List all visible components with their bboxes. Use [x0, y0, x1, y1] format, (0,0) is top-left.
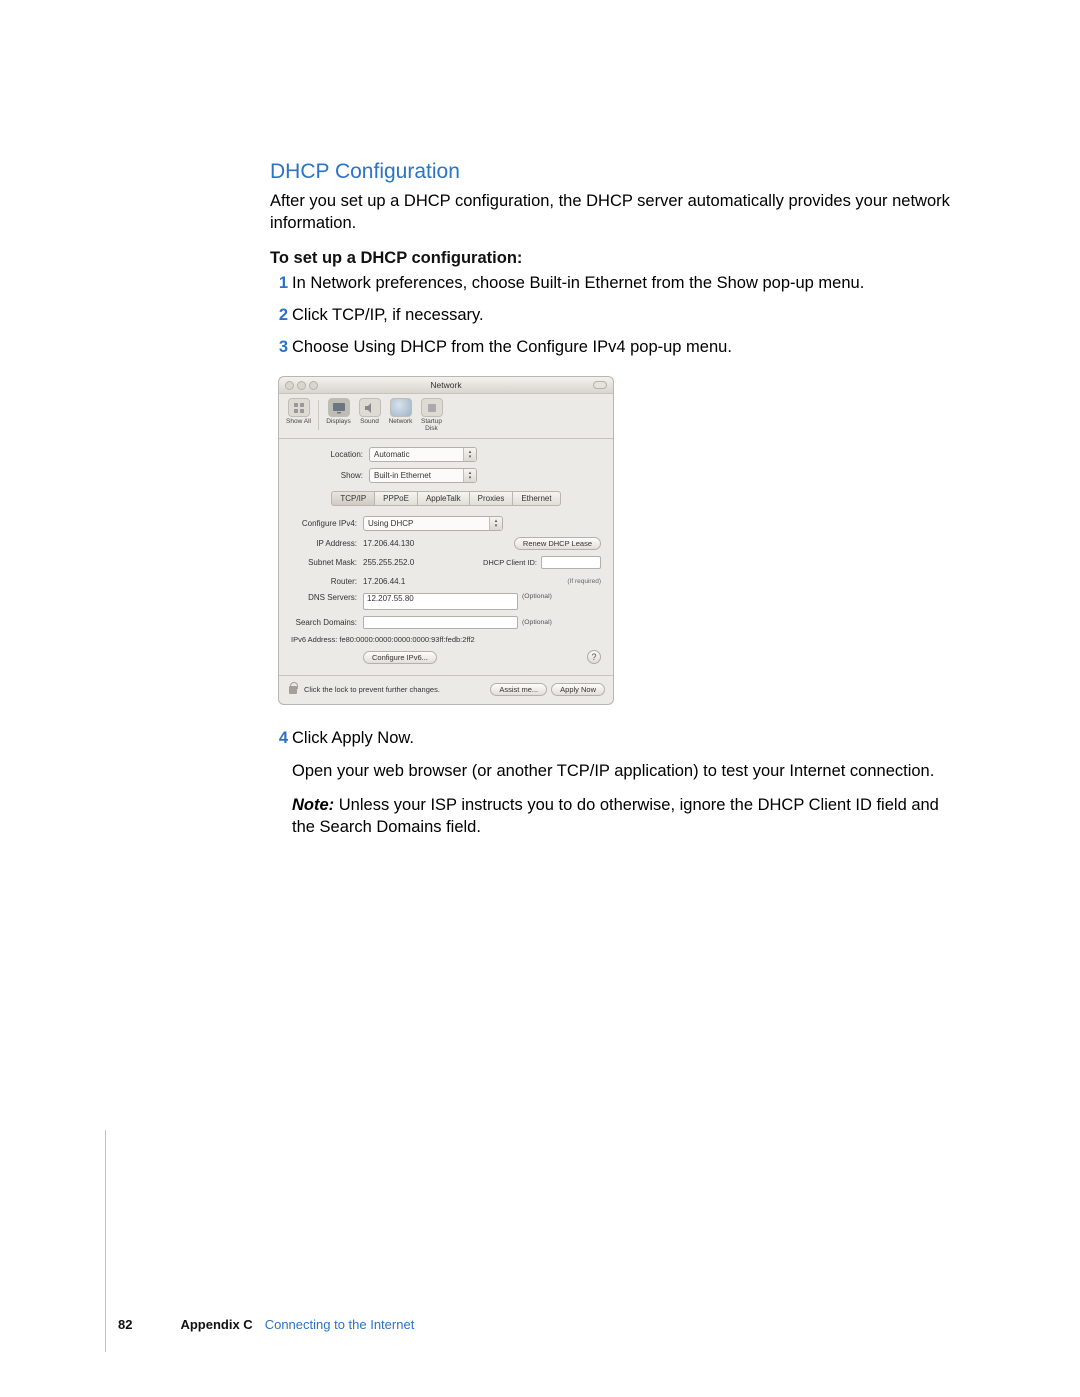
startup-disk-icon [421, 398, 443, 417]
tcpip-form: Configure IPv4: Using DHCP ▴▾ IP Address… [289, 516, 603, 664]
page-number: 82 [118, 1317, 132, 1332]
toolbar-startup[interactable]: Startup Disk [418, 398, 445, 432]
tab-pppoe[interactable]: PPPoE [374, 491, 417, 506]
ipv6-address-label: IPv6 Address: [291, 635, 337, 644]
ip-value: 17.206.44.130 [363, 539, 414, 548]
dhcp-client-input[interactable] [541, 556, 601, 569]
prefs-footer: Click the lock to prevent further change… [279, 675, 613, 704]
step-2-text: Click TCP/IP, if necessary. [292, 306, 484, 324]
chevron-updown-icon: ▴▾ [463, 448, 476, 461]
step-3-text: Choose Using DHCP from the Configure IPv… [292, 338, 732, 356]
toolbar-showall[interactable]: Show All [285, 398, 312, 432]
tab-bar: TCP/IP PPPoE AppleTalk Proxies Ethernet [289, 491, 603, 506]
lock-icon[interactable] [287, 682, 299, 696]
globe-icon [390, 398, 412, 417]
configure-ipv4-popup[interactable]: Using DHCP ▴▾ [363, 516, 503, 531]
step-1: 1In Network preferences, choose Built-in… [270, 272, 960, 294]
ipv6-address-value: fe80:0000:0000:0000:0000:93ff:fedb:2ff2 [339, 635, 474, 644]
toolbar-separator [318, 400, 319, 430]
show-row: Show: Built-in Ethernet ▴▾ [289, 468, 603, 483]
step-4-text: Click Apply Now. [292, 729, 414, 747]
prefs-toolbar: Show All Displays Sound Network [279, 394, 613, 439]
location-label: Location: [289, 450, 369, 459]
procedure-steps-cont: 4Click Apply Now. [270, 727, 960, 749]
search-label: Search Domains: [291, 618, 363, 627]
toolbar-showall-label: Show All [286, 418, 311, 425]
procedure-steps: 1In Network preferences, choose Built-in… [270, 272, 960, 359]
open-browser-paragraph: Open your web browser (or another TCP/IP… [292, 760, 960, 782]
configure-value: Using DHCP [368, 519, 413, 528]
renew-lease-button[interactable]: Renew DHCP Lease [514, 537, 601, 550]
show-value: Built-in Ethernet [374, 471, 431, 480]
show-label: Show: [289, 471, 369, 480]
section-title: DHCP Configuration [270, 160, 960, 184]
search-optional-hint: (Optional) [522, 619, 552, 626]
toolbar-network[interactable]: Network [387, 398, 414, 432]
if-required-hint: (If required) [567, 578, 601, 585]
toolbar-sound[interactable]: Sound [356, 398, 383, 432]
step-3: 3Choose Using DHCP from the Configure IP… [270, 336, 960, 358]
sound-icon [359, 398, 381, 417]
page-footer: 82 Appendix C Connecting to the Internet [118, 1317, 414, 1332]
step-4: 4Click Apply Now. [270, 727, 960, 749]
subnet-value: 255.255.252.0 [363, 558, 414, 567]
subnet-label: Subnet Mask: [291, 558, 363, 567]
chevron-updown-icon: ▴▾ [463, 469, 476, 482]
dns-input[interactable]: 12.207.55.80 [363, 593, 518, 610]
window-title: Network [279, 380, 613, 390]
show-popup[interactable]: Built-in Ethernet ▴▾ [369, 468, 477, 483]
router-value: 17.206.44.1 [363, 577, 405, 586]
chapter-title: Connecting to the Internet [265, 1317, 415, 1332]
apply-now-button[interactable]: Apply Now [551, 683, 605, 696]
note-label: Note: [292, 796, 334, 814]
tab-ethernet[interactable]: Ethernet [512, 491, 560, 506]
location-value: Automatic [374, 450, 410, 459]
procedure-heading: To set up a DHCP configuration: [270, 249, 960, 268]
toolbar-network-label: Network [389, 418, 413, 425]
network-prefs-screenshot: Network Show All Displays Sou [278, 376, 614, 705]
help-icon[interactable]: ? [587, 650, 601, 664]
configure-label: Configure IPv4: [291, 519, 363, 528]
location-popup[interactable]: Automatic ▴▾ [369, 447, 477, 462]
step-2: 2Click TCP/IP, if necessary. [270, 304, 960, 326]
toolbar-sound-label: Sound [360, 418, 379, 425]
toolbar-displays[interactable]: Displays [325, 398, 352, 432]
display-icon [328, 398, 350, 417]
assist-me-button[interactable]: Assist me... [490, 683, 547, 696]
note-text: Unless your ISP instructs you to do othe… [292, 796, 939, 836]
search-domains-input[interactable] [363, 616, 518, 629]
appendix-label: Appendix C [180, 1317, 252, 1332]
toolbar-toggle-icon[interactable] [593, 381, 607, 389]
location-row: Location: Automatic ▴▾ [289, 447, 603, 462]
configure-ipv6-button[interactable]: Configure IPv6... [363, 651, 437, 664]
lock-text: Click the lock to prevent further change… [304, 685, 440, 694]
tab-proxies[interactable]: Proxies [469, 491, 513, 506]
ipv6-row: IPv6 Address: fe80:0000:0000:0000:0000:9… [291, 635, 601, 644]
tab-appletalk[interactable]: AppleTalk [417, 491, 469, 506]
left-margin-rule [105, 1130, 106, 1352]
after-steps: Open your web browser (or another TCP/IP… [270, 760, 960, 839]
router-label: Router: [291, 577, 363, 586]
tab-tcpip[interactable]: TCP/IP [331, 491, 374, 506]
window-titlebar: Network [279, 377, 613, 394]
chevron-updown-icon: ▴▾ [489, 517, 502, 530]
dns-label: DNS Servers: [291, 593, 363, 602]
ip-label: IP Address: [291, 539, 363, 548]
intro-paragraph: After you set up a DHCP configuration, t… [270, 190, 960, 235]
toolbar-displays-label: Displays [326, 418, 351, 425]
step-1-text: In Network preferences, choose Built-in … [292, 274, 864, 292]
note-paragraph: Note: Unless your ISP instructs you to d… [292, 794, 960, 839]
grid-icon [288, 398, 310, 417]
prefs-pane: Location: Automatic ▴▾ Show: Built-in Et… [279, 439, 613, 675]
document-page: DHCP Configuration After you set up a DH… [0, 0, 1080, 1397]
dns-optional-hint: (Optional) [522, 593, 552, 600]
toolbar-startup-label: Startup Disk [421, 418, 442, 432]
dhcp-client-label: DHCP Client ID: [483, 558, 537, 567]
